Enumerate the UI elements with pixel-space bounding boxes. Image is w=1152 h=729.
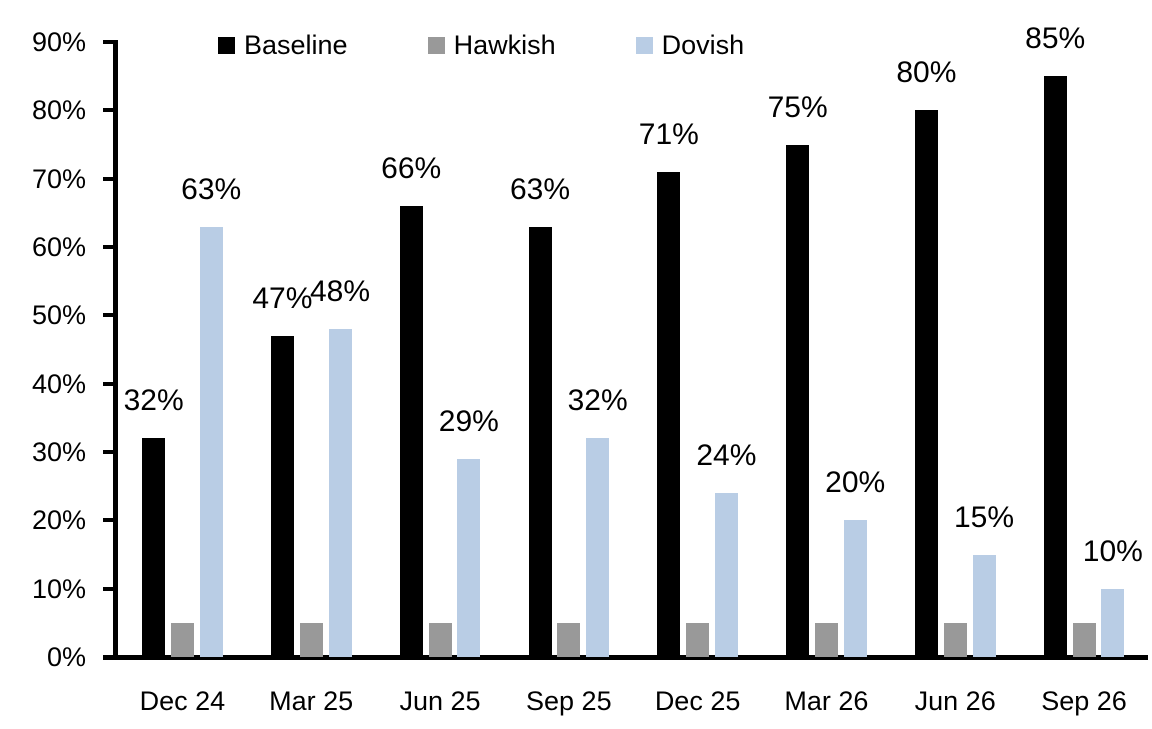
y-tick-label: 40% — [31, 368, 86, 399]
legend-label-dovish: Dovish — [661, 30, 745, 60]
bar-hawkish-jun-26 — [943, 622, 967, 657]
legend-swatch-dovish — [635, 37, 653, 54]
y-axis-tick — [103, 586, 114, 591]
data-label-dovish-sep-25: 32% — [567, 384, 628, 418]
bar-hawkish-sep-25 — [557, 622, 581, 657]
y-axis-line — [113, 40, 118, 660]
bar-dovish-mar-26 — [843, 520, 867, 657]
data-label-dovish-sep-26: 10% — [1082, 534, 1143, 568]
data-label-dovish-dec-24: 63% — [181, 172, 242, 206]
bar-baseline-mar-25 — [270, 335, 294, 657]
y-tick-label: 60% — [31, 232, 86, 262]
x-tick-label-dec-24: Dec 24 — [139, 686, 226, 716]
legend-swatch-hawkish — [427, 37, 445, 54]
bar-hawkish-mar-26 — [814, 622, 838, 657]
legend-label-hawkish: Hawkish — [453, 30, 556, 60]
y-axis-tick — [103, 518, 114, 523]
bar-baseline-dec-25 — [657, 171, 681, 657]
bar-baseline-sep-26 — [1043, 76, 1067, 657]
bar-dovish-jun-26 — [972, 554, 996, 657]
x-tick-label-mar-26: Mar 26 — [784, 686, 869, 716]
legend-label-baseline: Baseline — [244, 30, 348, 60]
bar-hawkish-jun-25 — [428, 622, 452, 657]
x-tick-label-jun-26: Jun 26 — [914, 686, 996, 716]
data-label-dovish-dec-25: 24% — [696, 439, 757, 472]
y-tick-label: 10% — [31, 573, 86, 604]
y-axis-tick — [103, 313, 114, 318]
data-label-baseline-mar-25: 47% — [252, 281, 313, 315]
bar-baseline-jun-25 — [399, 206, 423, 657]
y-axis-tick — [103, 108, 114, 113]
y-tick-label: 30% — [31, 437, 86, 467]
data-label-baseline-dec-24: 32% — [123, 384, 184, 418]
x-tick-label-dec-25: Dec 25 — [654, 686, 741, 716]
x-tick-label-mar-25: Mar 25 — [269, 686, 354, 716]
x-axis-line — [103, 655, 1148, 660]
y-axis-tick — [103, 176, 114, 181]
y-tick-label: 0% — [46, 642, 86, 672]
data-label-dovish-mar-26: 20% — [825, 466, 886, 500]
bar-hawkish-dec-24 — [170, 622, 194, 657]
legend-item-dovish: Dovish — [635, 30, 745, 60]
data-label-baseline-jun-26: 80% — [896, 56, 957, 90]
bar-hawkish-sep-26 — [1072, 622, 1096, 657]
legend-swatch-baseline — [218, 37, 235, 54]
bar-dovish-sep-25 — [586, 438, 610, 657]
data-label-baseline-dec-25: 71% — [638, 117, 699, 151]
y-tick-label: 20% — [31, 505, 86, 536]
y-axis-tick — [103, 245, 114, 249]
data-label-dovish-mar-25: 48% — [309, 275, 371, 308]
bar-hawkish-dec-25 — [686, 622, 710, 657]
bar-baseline-dec-24 — [142, 438, 166, 657]
data-label-baseline-sep-26: 85% — [1025, 22, 1086, 56]
data-label-baseline-jun-25: 66% — [381, 152, 442, 185]
bar-dovish-sep-26 — [1101, 588, 1125, 657]
data-label-baseline-sep-25: 63% — [509, 172, 571, 206]
bar-dovish-dec-24 — [199, 226, 223, 657]
bar-baseline-jun-26 — [914, 110, 938, 657]
data-label-dovish-jun-25: 29% — [438, 404, 499, 438]
bar-hawkish-mar-25 — [299, 622, 323, 657]
y-axis-tick — [103, 381, 114, 386]
data-label-baseline-mar-26: 75% — [767, 90, 828, 124]
y-axis-tick — [103, 40, 114, 44]
y-tick-label: 70% — [31, 163, 86, 194]
x-tick-label-sep-25: Sep 25 — [526, 686, 612, 716]
bar-baseline-mar-26 — [786, 144, 810, 657]
bar-dovish-jun-25 — [457, 458, 481, 657]
x-tick-label-sep-26: Sep 26 — [1041, 686, 1127, 716]
y-tick-label: 50% — [31, 300, 86, 331]
legend: Baseline Hawkish Dovish — [218, 32, 744, 59]
data-label-dovish-jun-26: 15% — [953, 500, 1015, 534]
legend-item-hawkish: Hawkish — [427, 30, 556, 60]
y-tick-label: 90% — [31, 27, 86, 57]
legend-item-baseline: Baseline — [218, 32, 348, 59]
y-tick-label: 80% — [31, 95, 86, 126]
bar-dovish-mar-25 — [328, 329, 352, 657]
x-tick-label-jun-25: Jun 25 — [399, 686, 481, 716]
y-axis-tick — [103, 450, 114, 454]
bar-baseline-sep-25 — [528, 226, 552, 657]
bar-dovish-dec-25 — [714, 493, 738, 657]
